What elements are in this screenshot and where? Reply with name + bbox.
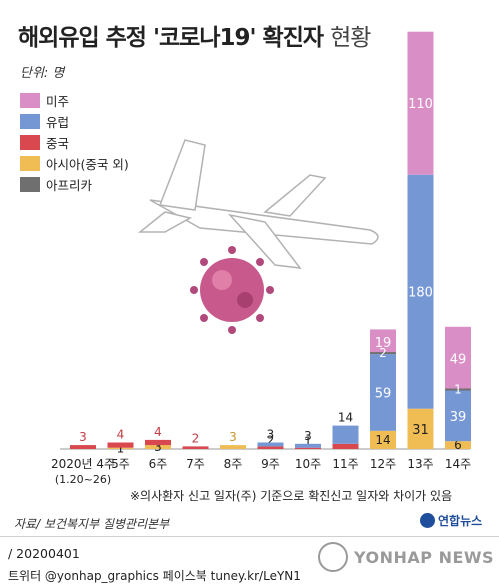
legend-label: 아시아(중국 외) (46, 157, 129, 172)
bar-segment (445, 441, 471, 449)
x-tick-sublabel: (1.20~26) (55, 473, 111, 486)
social-line: 트위터 @yonhap_graphics 페이스북 tuney.kr/LeYN1 (8, 569, 301, 583)
bar-segment (70, 445, 96, 449)
data-label: 1 (117, 441, 125, 455)
x-tick-label: 11주 (332, 457, 358, 471)
bar-segment (407, 408, 434, 449)
agency-logo-icon (420, 513, 435, 528)
x-tick-label: 5주 (111, 457, 130, 471)
x-tick-label: 2020년 4주 (51, 457, 115, 471)
legend-swatch (20, 156, 40, 171)
data-label: 14 (375, 433, 390, 447)
africa-label: 1 (454, 383, 462, 397)
bar-segment (145, 445, 171, 449)
data-label: 1 (304, 435, 312, 449)
bar-segment (295, 447, 321, 449)
watermark-text: YONHAP NEWS (354, 547, 495, 567)
chart: 31434232313414145919311801106394921 2020… (51, 31, 471, 486)
bar-segment (220, 445, 246, 449)
bar-segment (257, 446, 284, 449)
bar-segment (145, 439, 171, 446)
x-tick-label: 6주 (149, 457, 168, 471)
bar-segment (370, 430, 396, 449)
data-label: 3 (304, 429, 312, 443)
data-label: 110 (408, 97, 433, 112)
data-label: 49 (450, 353, 467, 368)
data-label: 2 (192, 431, 200, 445)
bar-segment (445, 390, 471, 442)
data-label: 31 (412, 423, 429, 438)
chart-title: 해외유입 추정 '코로나19' 확진자 현황 (18, 18, 371, 52)
legend-label: 미주 (46, 94, 70, 109)
bar-segment-africa (445, 388, 471, 391)
data-label: 2 (267, 433, 275, 447)
airplane-illustration (137, 139, 379, 269)
bar-segment (107, 447, 134, 449)
data-label: 59 (375, 386, 392, 401)
legend-label: 중국 (46, 136, 70, 151)
legend-swatch (20, 177, 40, 192)
watermark: YONHAP NEWS (318, 542, 494, 572)
bar-segment (370, 329, 396, 355)
date-line: / 20200401 (8, 546, 80, 561)
divider (0, 536, 499, 537)
data-label: 19 (375, 336, 392, 351)
x-tick-label: 8주 (224, 457, 243, 471)
x-tick-label: 9주 (261, 457, 280, 471)
bar-segment (370, 354, 396, 431)
data-label: 180 (408, 286, 433, 301)
legend-item: 아프리카 (20, 174, 129, 195)
data-label: 39 (450, 410, 467, 425)
source-line: 자료/ 보건복지부 질병관리본부 (14, 517, 170, 531)
bar-segment (407, 174, 434, 409)
data-label: 6 (454, 438, 462, 452)
legend-swatch (20, 114, 40, 129)
virus-illustration (190, 246, 274, 334)
data-label: 3 (229, 430, 237, 444)
bar-segment (182, 446, 209, 449)
x-tick-label: 7주 (186, 457, 205, 471)
agency-logo-text: 연합뉴스 (438, 514, 483, 528)
watermark-icon (318, 542, 348, 572)
x-tick-label: 10주 (295, 457, 321, 471)
legend-item: 중국 (20, 132, 129, 153)
data-label: 4 (154, 425, 162, 439)
x-tick-label: 14주 (445, 457, 471, 471)
bar-segment-africa (370, 352, 396, 355)
bar-segment (407, 31, 434, 175)
bar-segment (257, 442, 284, 447)
bar-segment (107, 442, 134, 448)
legend-item: 미주 (20, 90, 129, 111)
bar-segment (332, 443, 359, 449)
legend-label: 유럽 (46, 115, 70, 130)
x-tick-label: 13주 (407, 457, 433, 471)
legend-swatch (20, 135, 40, 150)
data-label: 14 (338, 411, 353, 425)
legend-label: 아프리카 (46, 178, 93, 193)
legend-swatch (20, 93, 40, 108)
footnote: ※의사환자 신고 일자(주) 기준으로 확진신고 일자와 차이가 있음 (130, 489, 453, 503)
unit-label: 단위: 명 (20, 66, 65, 81)
data-label: 3 (267, 428, 275, 442)
bar-segment (295, 443, 321, 448)
title-suffix: 현황 (330, 25, 371, 51)
legend-item: 유럽 (20, 111, 129, 132)
agency-logo: 연합뉴스 (420, 512, 482, 529)
data-label: 3 (79, 430, 87, 444)
legend-item: 아시아(중국 외) (20, 153, 129, 174)
data-label: 4 (117, 428, 125, 442)
africa-label: 2 (379, 346, 387, 360)
title-main: 해외유입 추정 '코로나19' 확진자 (18, 25, 324, 51)
bar-segment (332, 425, 359, 444)
data-label: 3 (154, 440, 162, 454)
bar-segment (445, 326, 471, 391)
x-tick-label: 12주 (370, 457, 396, 471)
